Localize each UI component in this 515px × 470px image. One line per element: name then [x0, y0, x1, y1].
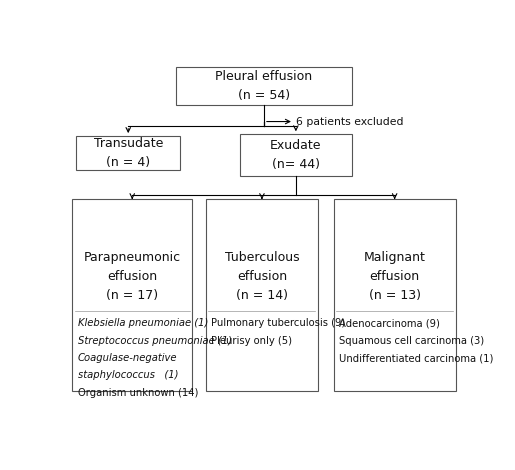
Text: Undifferentiated carcinoma (1): Undifferentiated carcinoma (1): [339, 353, 493, 363]
FancyBboxPatch shape: [206, 199, 318, 391]
Text: staphylococcus   (1): staphylococcus (1): [78, 370, 178, 380]
FancyBboxPatch shape: [176, 67, 352, 105]
Text: Adenocarcinoma (9): Adenocarcinoma (9): [339, 318, 440, 328]
Text: Coagulase-negative: Coagulase-negative: [78, 353, 177, 363]
Text: Parapneumonic
effusion
(n = 17): Parapneumonic effusion (n = 17): [83, 251, 181, 302]
FancyBboxPatch shape: [76, 136, 180, 171]
FancyBboxPatch shape: [240, 134, 352, 176]
Text: Pulmonary tuberculosis (9): Pulmonary tuberculosis (9): [211, 318, 346, 328]
Text: Malignant
effusion
(n = 13): Malignant effusion (n = 13): [364, 251, 425, 302]
Text: Streptococcus pneumoniae (1): Streptococcus pneumoniae (1): [78, 336, 232, 345]
Text: Transudate
(n = 4): Transudate (n = 4): [94, 137, 163, 169]
FancyBboxPatch shape: [72, 199, 192, 391]
Text: Pleurisy only (5): Pleurisy only (5): [211, 336, 292, 345]
Text: Organism unknown (14): Organism unknown (14): [78, 388, 198, 398]
Text: Squamous cell carcinoma (3): Squamous cell carcinoma (3): [339, 336, 484, 345]
Text: 6 patients excluded: 6 patients excluded: [296, 117, 403, 126]
Text: Klebsiella pneumoniae (1): Klebsiella pneumoniae (1): [78, 318, 208, 328]
Text: Tuberculous
effusion
(n = 14): Tuberculous effusion (n = 14): [225, 251, 299, 302]
Text: Pleural effusion
(n = 54): Pleural effusion (n = 54): [215, 70, 313, 102]
FancyBboxPatch shape: [334, 199, 455, 391]
Text: Exudate
(n= 44): Exudate (n= 44): [270, 139, 321, 171]
